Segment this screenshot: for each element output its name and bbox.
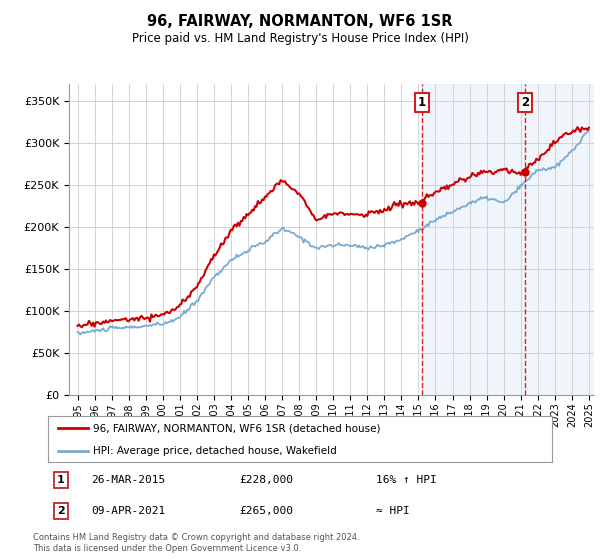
Text: 26-MAR-2015: 26-MAR-2015 — [91, 475, 165, 484]
Text: 96, FAIRWAY, NORMANTON, WF6 1SR (detached house): 96, FAIRWAY, NORMANTON, WF6 1SR (detache… — [94, 423, 381, 433]
Text: HPI: Average price, detached house, Wakefield: HPI: Average price, detached house, Wake… — [94, 446, 337, 455]
Text: 1: 1 — [418, 96, 426, 109]
Text: Contains HM Land Registry data © Crown copyright and database right 2024.
This d: Contains HM Land Registry data © Crown c… — [33, 533, 359, 553]
Text: Price paid vs. HM Land Registry's House Price Index (HPI): Price paid vs. HM Land Registry's House … — [131, 32, 469, 45]
Text: 2: 2 — [57, 506, 64, 516]
Text: £228,000: £228,000 — [239, 475, 293, 484]
Text: 16% ↑ HPI: 16% ↑ HPI — [376, 475, 436, 484]
Text: 1: 1 — [57, 475, 64, 484]
Text: 09-APR-2021: 09-APR-2021 — [91, 506, 165, 516]
Bar — [422, 84, 594, 395]
Text: 2: 2 — [521, 96, 530, 109]
Text: 96, FAIRWAY, NORMANTON, WF6 1SR: 96, FAIRWAY, NORMANTON, WF6 1SR — [147, 14, 453, 29]
Bar — [526, 84, 594, 395]
Text: £265,000: £265,000 — [239, 506, 293, 516]
Text: ≈ HPI: ≈ HPI — [376, 506, 409, 516]
